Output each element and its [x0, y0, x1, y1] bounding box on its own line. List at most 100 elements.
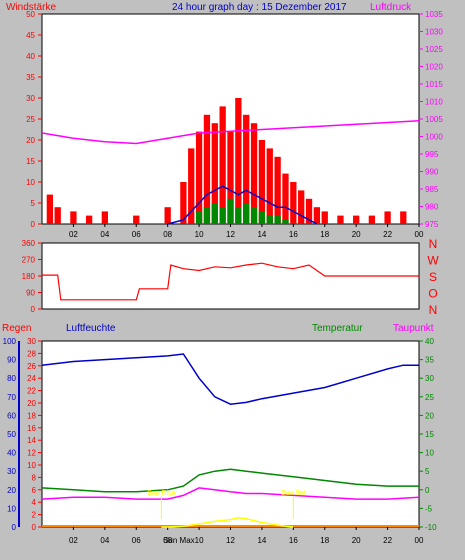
wind-speed-bar	[243, 203, 250, 224]
wind-y-tick-label: 50	[26, 10, 35, 19]
humidity-y-tick-label: 40	[7, 449, 16, 458]
wind-gust-bar	[211, 123, 218, 224]
direction-label: N	[429, 237, 438, 251]
wind-gust-bar	[188, 148, 195, 224]
humidity-y-tick-label: 100	[3, 337, 17, 346]
pressure-y-tick-label: 995	[425, 150, 439, 159]
wind-gust-bar	[54, 207, 61, 224]
rain-y-tick-label: 20	[27, 399, 36, 408]
direction-y-tick-label: 0	[31, 305, 36, 314]
wind-x-tick-label: 16	[289, 230, 298, 239]
wind-gust-bar	[305, 198, 313, 224]
climate-x-tick-label: 14	[257, 536, 266, 545]
rain-y-tick-label: 22	[27, 387, 36, 396]
wind-x-tick-label: 18	[320, 230, 329, 239]
rain-y-tick-label: 28	[27, 349, 36, 358]
wind-y-tick-label: 20	[26, 136, 35, 145]
wind-gust-bar	[321, 211, 328, 224]
climate-x-tick-label: 06	[132, 536, 141, 545]
climate-x-tick-label: 04	[100, 536, 109, 545]
wind-gust-bar	[180, 182, 187, 224]
rain-y-tick-label: 6	[32, 486, 37, 495]
sun-radiation-line	[161, 516, 294, 528]
wind-y-tick-label: 25	[26, 115, 35, 124]
temperature-y-tick-label: 5	[425, 467, 430, 476]
temperature-y-ticks: -10 -5 0 5 10 15 20 25 30 35 40	[419, 337, 437, 532]
pressure-y-tick-label: 1000	[425, 133, 443, 142]
temperature-y-tick-label: 15	[425, 430, 434, 439]
climate-x-ticks: 02 04 06 08 10 12 14 16 18 20 22 00	[69, 527, 424, 545]
rain-y-tick-label: 30	[27, 337, 36, 346]
humidity-y-tick-label: 80	[7, 374, 16, 383]
direction-y-tick-label: 270	[22, 256, 36, 265]
rain-y-tick-label: 14	[27, 436, 36, 445]
humidity-y-ticks: 0 10 20 30 40 50 60 70 80 90 100	[3, 337, 20, 532]
wind-gust-bar	[313, 207, 321, 224]
direction-label: N	[429, 303, 438, 317]
wind-x-tick-label: 12	[226, 230, 235, 239]
humidity-y-tick-label: 20	[7, 486, 16, 495]
humidity-y-tick-label: 70	[7, 393, 16, 402]
wind-gust-bar	[219, 106, 226, 224]
wind-gust-bar	[203, 114, 211, 224]
temperature-y-tick-label: 10	[425, 449, 434, 458]
climate-plot-area	[41, 340, 420, 528]
wind-axis-title: Windstärke	[6, 2, 56, 13]
rain-y-tick-label: 2	[32, 511, 37, 520]
taupunkt-title: Taupunkt	[393, 323, 434, 334]
pressure-y-tick-label: 975	[425, 220, 439, 229]
temperature-y-tick-label: -10	[425, 523, 437, 532]
pressure-y-tick-label: 985	[425, 185, 439, 194]
rain-y-tick-label: 10	[27, 461, 36, 470]
wind-marks	[41, 98, 420, 225]
wind-direction-line	[42, 262, 419, 301]
wind-x-tick-label: 10	[195, 230, 204, 239]
climate-x-tick-label: 18	[320, 536, 329, 545]
pressure-y-tick-label: 1030	[425, 28, 443, 37]
temperature-y-tick-label: 40	[425, 337, 434, 346]
pressure-y-tick-label: 1005	[425, 115, 443, 124]
wind-gust-bar	[250, 123, 258, 224]
wind-gust-bar	[368, 215, 376, 224]
rain-y-tick-label: 12	[27, 449, 36, 458]
wind-y-tick-label: 45	[26, 31, 35, 40]
wind-y-tick-label: 10	[26, 178, 35, 187]
wind-x-tick-label: 20	[352, 230, 361, 239]
wind-x-tick-label: 04	[100, 230, 109, 239]
luftfeuchte-title: Luftfeuchte	[66, 323, 116, 334]
humidity-y-tick-label: 90	[7, 356, 16, 365]
wind-gust-bar	[164, 207, 171, 224]
pressure-y-tick-label: 990	[425, 168, 439, 177]
direction-y-tick-label: 90	[26, 289, 35, 298]
direction-marks	[42, 262, 419, 301]
wind-speed-bar	[266, 215, 273, 224]
rain-y-tick-label: 4	[32, 498, 37, 507]
rain-y-tick-label: 16	[27, 424, 36, 433]
humidity-y-tick-label: 60	[7, 411, 16, 420]
pressure-y-tick-label: 1020	[425, 63, 443, 72]
humidity-line	[41, 353, 419, 405]
temperature-y-tick-label: 0	[425, 486, 430, 495]
humidity-y-tick-label: 50	[7, 430, 16, 439]
wind-gust-bar	[46, 194, 53, 224]
wind-y-tick-label: 15	[26, 157, 35, 166]
sun-set-label: Sun Set	[281, 490, 306, 497]
climate-x-tick-label: 16	[289, 536, 298, 545]
wind-gust-bar	[298, 190, 305, 224]
pressure-y-tick-label: 1010	[425, 98, 443, 107]
wind-gust-bar	[337, 215, 344, 224]
wind-y-tick-label: 30	[26, 94, 35, 103]
rain-y-tick-label: 8	[32, 473, 37, 482]
wind-gust-bar	[282, 173, 289, 224]
sun-annotations: Sun Rise Sun Set Sun Max	[147, 490, 306, 545]
wind-x-tick-label: 14	[257, 230, 266, 239]
temperature-line	[41, 468, 419, 493]
wind-speed-bar	[250, 207, 258, 224]
wind-gust-bar	[353, 215, 360, 224]
wind-gust-bar	[384, 211, 391, 224]
wind-speed-bar	[211, 203, 218, 224]
wind-speed-bar	[195, 211, 203, 224]
wind-x-ticks: 02 04 06 08 10 12 14 16 18 20 22 00	[69, 224, 424, 239]
wind-y-ticks: 0 5 10 15 20 25 30 35 40 45 50	[26, 10, 42, 229]
